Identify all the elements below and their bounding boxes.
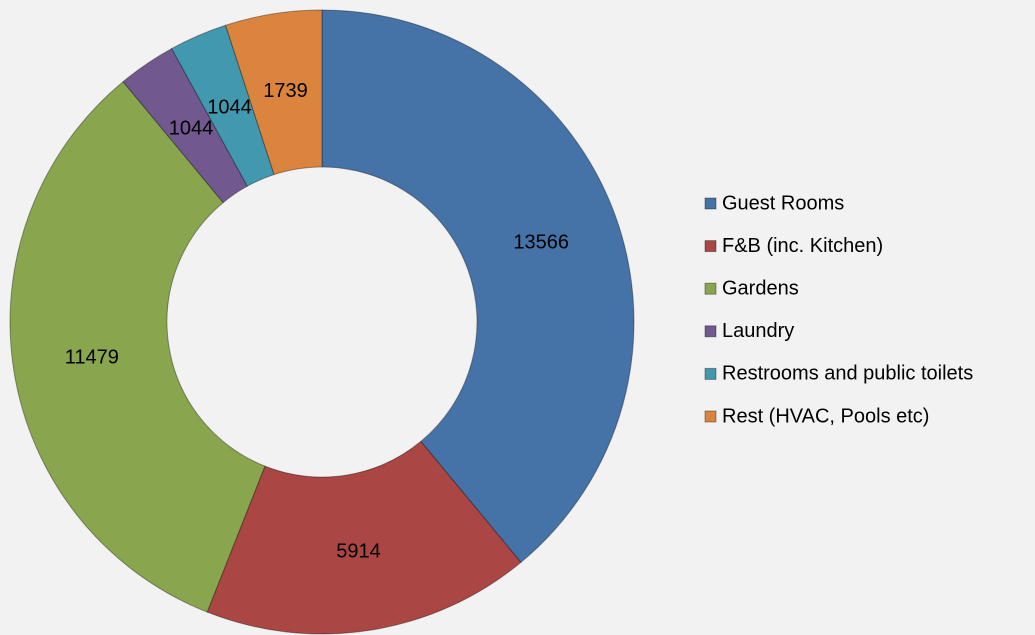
data-label: 1739 [263, 80, 308, 102]
legend-swatch [704, 240, 717, 253]
legend-label: Gardens [722, 277, 799, 299]
legend-swatch [704, 197, 717, 210]
donut-slice [224, 9, 323, 176]
donut-slice [206, 440, 522, 635]
legend-swatch [704, 325, 717, 338]
data-label: 13566 [513, 231, 569, 253]
legend-label: F&B (inc. Kitchen) [722, 235, 883, 257]
legend-label: Laundry [722, 320, 794, 342]
donut-slice [321, 9, 635, 564]
legend-swatch [704, 410, 717, 423]
legend-label: Rest (HVAC, Pools etc) [722, 405, 929, 427]
donut-slice [122, 47, 249, 204]
legend-label: Restrooms and public toilets [722, 363, 973, 385]
legend-swatch [704, 282, 717, 295]
donut-slice [9, 80, 266, 613]
data-label: 1044 [207, 96, 252, 118]
data-label: 11479 [65, 347, 119, 369]
legend-label: Guest Rooms [722, 192, 844, 214]
donut-slice [171, 24, 275, 187]
legend-swatch [704, 367, 717, 380]
data-label: 1044 [169, 118, 214, 140]
data-label: 5914 [336, 540, 381, 562]
